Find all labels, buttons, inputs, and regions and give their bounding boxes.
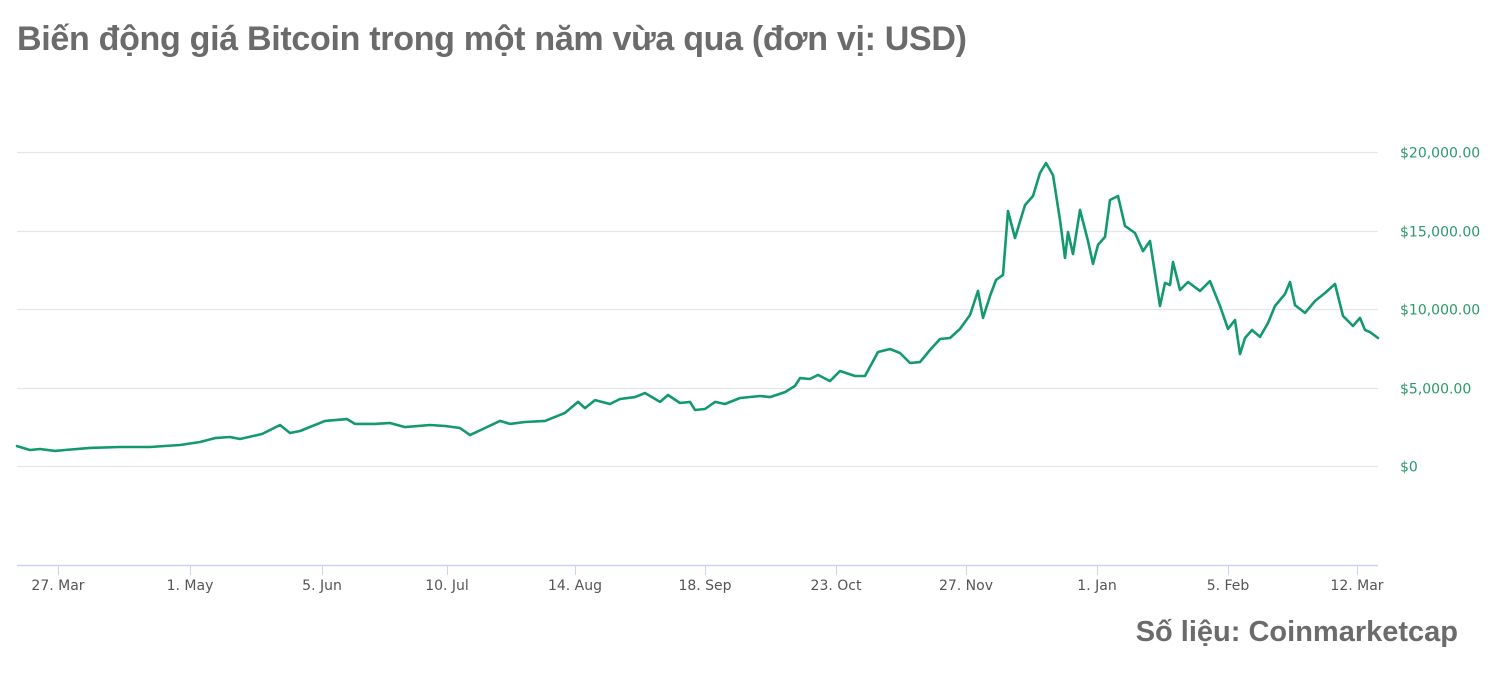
y-axis-label: $5,000.00 xyxy=(1400,382,1471,398)
x-axis-label: 12. Mar xyxy=(1330,578,1383,594)
x-axis-label: 5. Jun xyxy=(302,578,342,594)
x-axis-label: 10. Jul xyxy=(425,578,469,594)
x-axis-label: 27. Nov xyxy=(939,578,993,594)
x-axis-label: 27. Mar xyxy=(31,578,84,594)
chart-title: Biến động giá Bitcoin trong một năm vừa … xyxy=(17,20,967,58)
y-axis-label: $20,000.00 xyxy=(1400,146,1480,162)
price-line xyxy=(15,161,1380,453)
x-axis-label: 23. Oct xyxy=(811,578,862,594)
y-gridlines xyxy=(17,151,1378,468)
y-axis-label: $0 xyxy=(1400,460,1418,476)
x-axis-label: 1. Jan xyxy=(1077,578,1116,594)
y-axis-label: $10,000.00 xyxy=(1400,303,1480,319)
x-axis: 27. Mar 1. May 5. Jun 10. Jul 14. Aug 18. Sep… xyxy=(17,564,1384,594)
x-axis-label: 18. Sep xyxy=(678,578,731,594)
x-axis-label: 1. May xyxy=(167,578,214,594)
x-axis-label: 5. Feb xyxy=(1207,578,1250,594)
y-axis-label: $15,000.00 xyxy=(1400,225,1480,241)
y-axis-labels: $0 $5,000.00 $10,000.00 $15,000.00 $20,000.0… xyxy=(1400,146,1480,476)
x-axis-label: 14. Aug xyxy=(548,578,602,594)
data-source-credit: Số liệu: Coinmarketcap xyxy=(1135,616,1458,648)
